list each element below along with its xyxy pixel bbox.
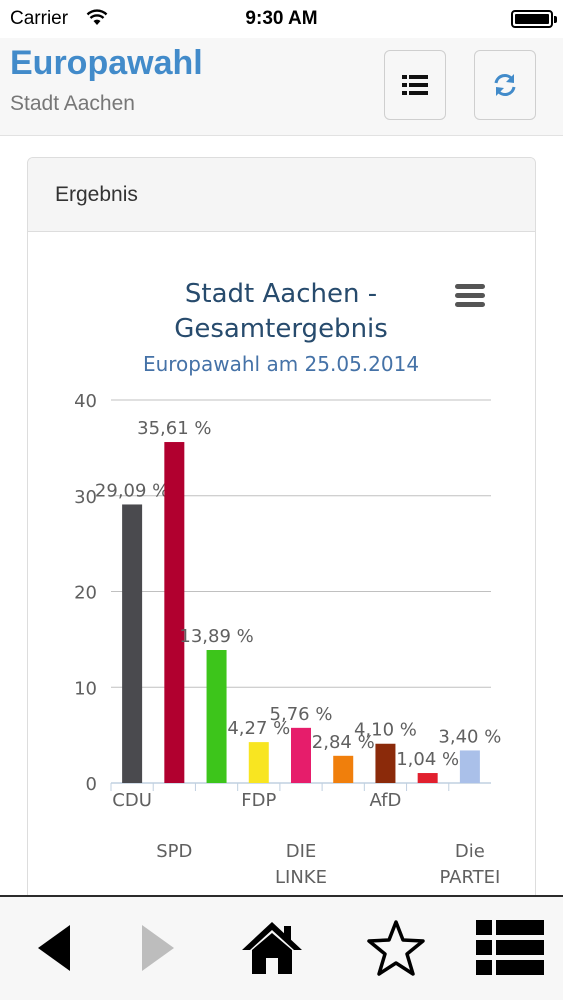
home-icon [242, 922, 302, 974]
status-bar: Carrier 9:30 AM [0, 0, 563, 38]
battery-icon [511, 10, 557, 28]
app-subtitle: Stadt Aachen [10, 92, 135, 115]
app-title: Europawahl [10, 44, 203, 82]
hamburger-icon [455, 284, 485, 307]
forward-button[interactable] [118, 915, 198, 981]
refresh-button[interactable] [474, 50, 536, 120]
back-button[interactable] [14, 915, 94, 981]
refresh-icon [494, 74, 516, 96]
back-arrow-icon [38, 925, 70, 971]
star-icon [367, 920, 425, 976]
list-menu-icon [476, 920, 544, 975]
panel-heading: Ergebnis [28, 158, 535, 232]
clock: 9:30 AM [245, 8, 318, 29]
wifi-icon [86, 8, 108, 31]
app-header: Europawahl Stadt Aachen [0, 38, 563, 136]
home-button[interactable] [232, 915, 312, 981]
forward-arrow-icon [142, 925, 174, 971]
list-button[interactable] [384, 50, 446, 120]
list-icon [402, 75, 428, 95]
favorites-button[interactable] [356, 915, 436, 981]
result-panel: Ergebnis [27, 157, 536, 917]
chart-menu-button[interactable] [452, 282, 490, 312]
tab-bar [0, 895, 563, 1000]
menu-button[interactable] [470, 915, 550, 981]
carrier-label: Carrier [10, 8, 69, 29]
